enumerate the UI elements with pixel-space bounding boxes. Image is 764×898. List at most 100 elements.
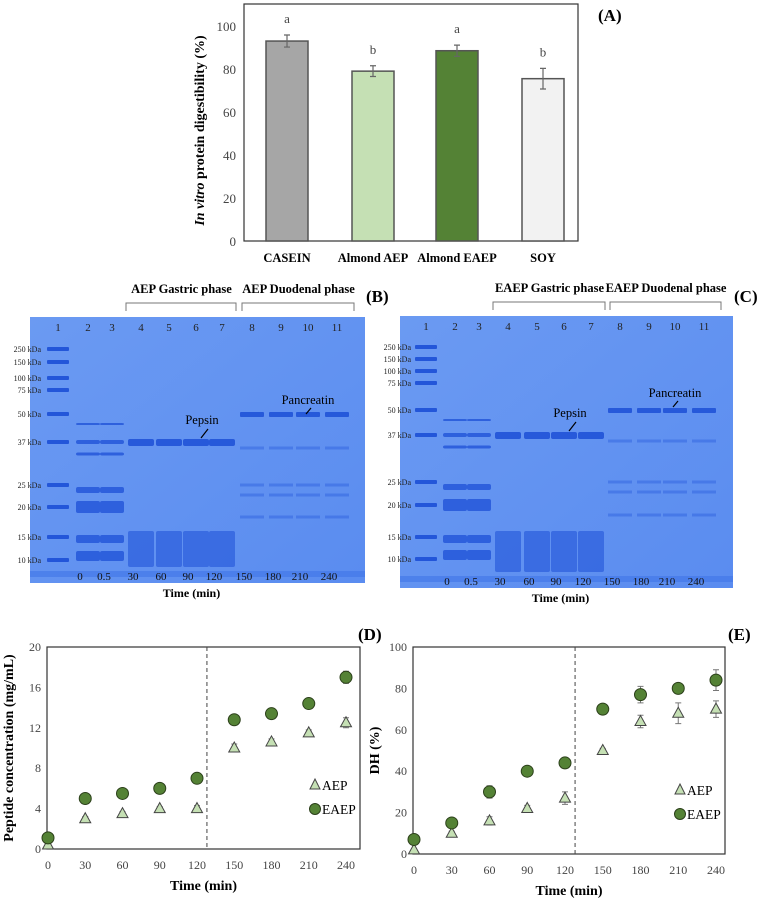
eaep-point [116,786,129,800]
lane-number: 3 [476,321,482,333]
duodenal-phase-label: EAEP Duodenal phase [606,281,727,295]
x-axis-label: Time (min) [170,879,237,894]
panel-label-d: (D) [358,625,382,644]
eaep-point [671,681,685,695]
time-label: 120 [206,571,223,583]
phase-brackets [125,302,355,311]
y-axis-label-italic: In vitro [193,182,208,226]
aep-point [190,801,204,814]
pancreatin-band [296,412,320,417]
kda-label: 25 kDa [18,481,42,490]
protein-band [443,484,467,490]
eaep-point [483,785,496,799]
marker-band [415,535,437,539]
marker-band [415,381,437,385]
faint-band [692,513,716,517]
lane-number: 4 [505,321,511,333]
lane-number: 2 [452,321,458,333]
marker-band [415,480,437,484]
marker-band [415,345,437,349]
pancreatin-band [240,412,264,417]
lane-number: 11 [332,322,343,334]
plot-frame [412,646,726,855]
protein-band [443,550,467,560]
faint-band [663,480,687,484]
legend-label: AEP [322,778,348,793]
y-tick-label: 80 [223,62,236,77]
pancreatin-band [608,408,632,413]
lane-number: 6 [193,322,199,334]
marker-band [47,388,69,392]
marker-band [47,505,69,509]
kda-label: 37 kDa [388,431,412,440]
protein-band [76,423,100,425]
time-label: 30 [495,576,507,588]
kda-label: 25 kDa [388,478,412,487]
faint-band [637,480,661,484]
peptide-smear [551,531,577,572]
lane-number: 9 [646,321,652,333]
aep-point [302,725,316,738]
time-label: 30 [128,571,140,583]
x-tick-label: 0 [411,863,417,877]
x-tick-label: 0 [45,858,51,872]
protein-band [467,433,491,437]
x-tick-label: 180 [263,858,281,872]
x-tick-label: 90 [521,863,533,877]
digestibility-bar-chart: 0 20 40 60 80 100 In vitro protein digestibili… [193,3,579,265]
time-label: 90 [551,576,563,588]
faint-band [637,439,661,443]
x-axis-label: Time (min) [535,884,602,898]
kda-label: 150 kDa [14,358,42,367]
faint-band [240,446,264,450]
pepsin-arrow [200,428,209,439]
protein-band [100,535,124,543]
legend-aep-marker [309,777,321,790]
x-tick-label: 180 [632,863,650,877]
x-tick-label: CASEIN [263,251,310,265]
protein-band [467,484,491,490]
protein-band [100,452,124,456]
eaep-point [227,713,241,727]
protein-band [100,501,124,513]
lane-number: 11 [699,321,710,333]
protein-band [443,499,467,511]
y-tick-label: 20 [223,191,236,206]
x-tick-label: 30 [446,863,458,877]
aep-point [116,806,129,819]
aep-point [407,842,421,855]
y-tick-label: 0 [401,847,407,861]
protein-band [443,433,467,437]
bar-3 [521,77,565,242]
kda-label: 250 kDa [384,343,412,352]
pepsin-band [156,439,182,446]
lane-number: 1 [55,322,61,334]
y-tick-label: 12 [29,721,41,735]
panel-label-b: (B) [366,287,389,306]
x-tick-label: 30 [79,858,91,872]
bar-2 [435,49,479,242]
protein-band [467,419,491,421]
lane-number: 8 [249,322,255,334]
marker-band [47,483,69,487]
lane-number: 5 [534,321,540,333]
significance-letter: a [454,21,460,36]
y-axis-label: In vitro protein digestibility (%) [193,35,208,227]
y-tick-label: 4 [35,802,41,816]
kda-label: 10 kDa [18,556,42,565]
kda-label: 50 kDa [388,406,412,415]
protein-band [100,423,124,425]
peptide-smear [578,531,604,572]
pepsin-band [495,432,521,439]
lane-number: 6 [561,321,567,333]
marker-band [47,376,69,380]
faint-band [296,483,320,487]
protein-band [100,487,124,493]
eaep-point [709,673,723,687]
time-label: 120 [575,576,592,588]
phase-brackets [492,301,722,310]
lane-number: 9 [278,322,284,334]
kda-label: 20 kDa [18,503,42,512]
x-tick-label: 150 [225,858,243,872]
